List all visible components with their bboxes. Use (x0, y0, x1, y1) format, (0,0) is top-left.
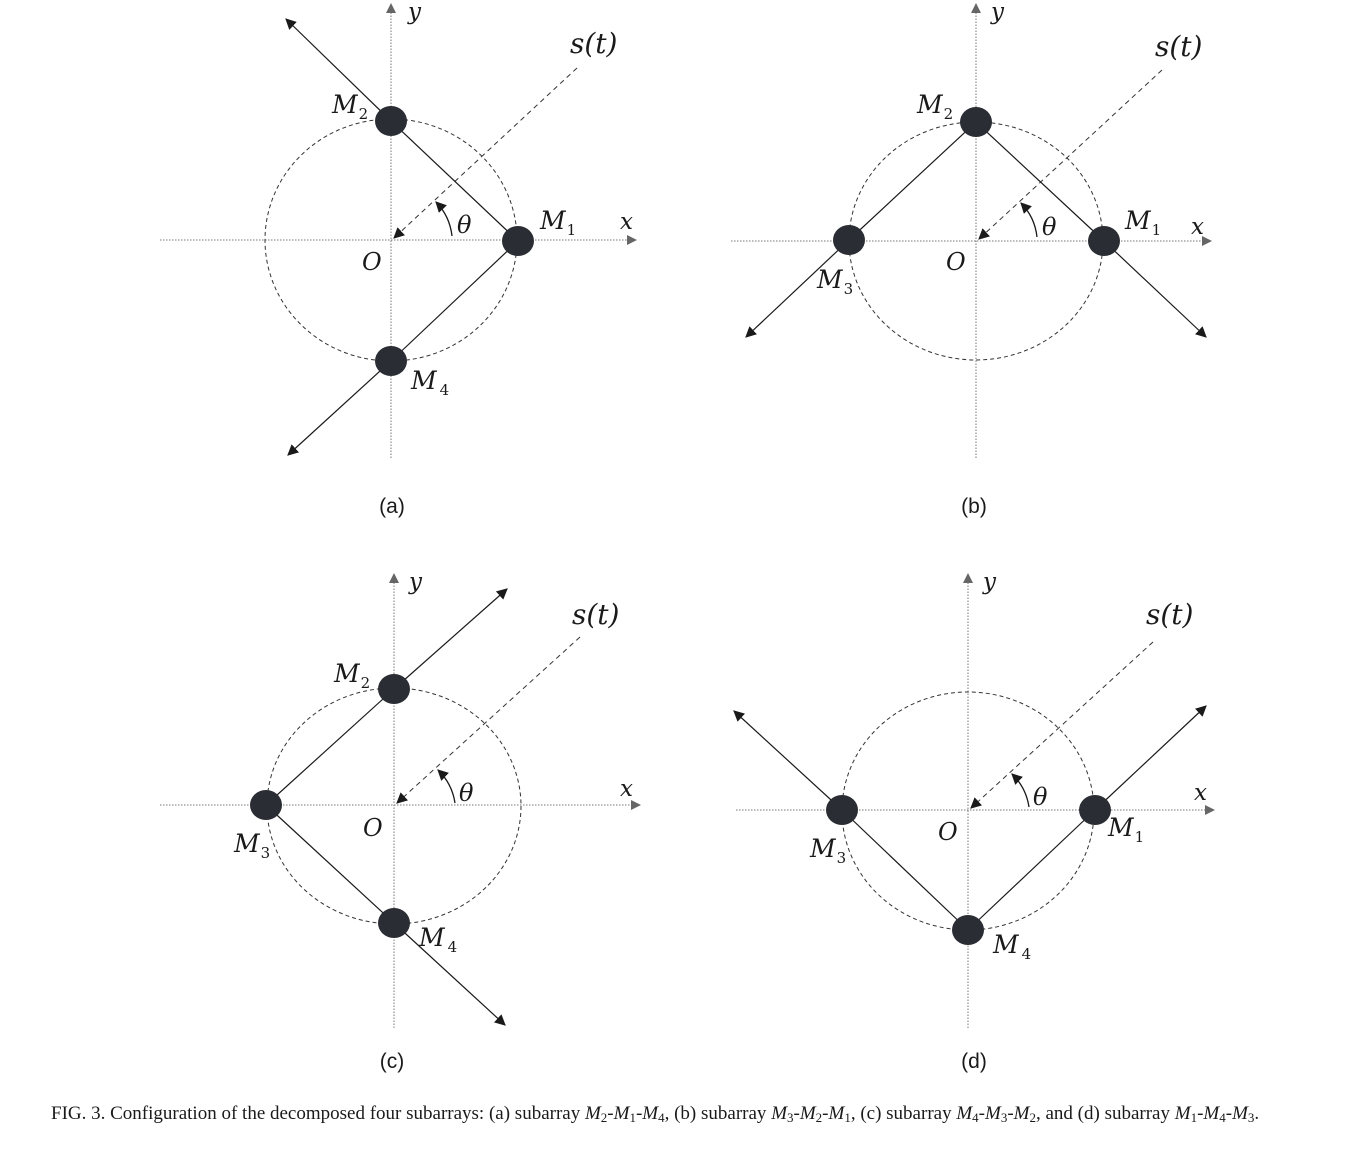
microphone-m3 (826, 795, 858, 825)
microphone-m3 (250, 790, 282, 820)
y-axis-label: y (407, 0, 422, 25)
angle-arc (437, 769, 456, 804)
panel-label: (a) (379, 495, 405, 518)
extension-arrow-m1 (1103, 240, 1207, 338)
baseline-m1-m4 (390, 240, 519, 362)
angle-label: θ (1042, 213, 1057, 241)
signal-direction (970, 641, 1154, 809)
baseline-m3-m4 (841, 809, 969, 931)
extension-arrow-m2 (393, 588, 508, 690)
angle-arc (1011, 773, 1030, 808)
figure-caption: FIG. 3. Configuration of the decomposed … (51, 1103, 1260, 1125)
x-axis-label: x (620, 209, 633, 235)
mic-label-m2: M2 (333, 659, 370, 692)
baseline-m2-m1 (975, 121, 1105, 242)
panel-label: (c) (380, 1050, 405, 1073)
microphone-m1 (502, 226, 534, 256)
signal-direction (393, 67, 578, 239)
extension-arrow-m4 (393, 922, 506, 1026)
signal-label: s(t) (570, 27, 617, 60)
microphone-m4 (952, 915, 984, 945)
panel-b: M3 M2 M1 s(t) θ O x y (b) (731, 0, 1212, 518)
mic-label-m3: M3 (809, 834, 846, 867)
extension-arrow-m2 (285, 18, 392, 122)
origin-label: O (938, 818, 958, 846)
extension-arrow-m1 (1094, 705, 1207, 811)
extension-arrow-m4 (287, 360, 392, 456)
microphone-m2 (960, 107, 992, 137)
baseline-m3-m2 (265, 688, 395, 806)
mic-label-m3: M3 (233, 829, 270, 862)
panel-label: (b) (961, 495, 987, 518)
y-axis-label: y (990, 0, 1005, 25)
x-axis-label: x (1191, 214, 1204, 240)
signal-label: s(t) (1146, 598, 1193, 631)
y-axis-label: y (982, 569, 997, 595)
origin-label: O (946, 248, 966, 276)
baseline-m4-m1 (967, 809, 1096, 931)
panel-label: (d) (961, 1050, 987, 1073)
extension-arrow-m3 (733, 710, 843, 811)
angle-label: θ (459, 779, 474, 807)
baseline-m2-m1 (390, 120, 519, 242)
angle-arc (435, 201, 453, 237)
signal-direction (978, 69, 1163, 240)
origin-label: O (362, 248, 382, 276)
microphone-m1 (1079, 795, 1111, 825)
microphone-m4 (375, 346, 407, 376)
mic-label-m1: M1 (1124, 206, 1161, 239)
microphone-m2 (378, 674, 410, 704)
baseline-m4-m3 (265, 804, 395, 924)
mic-label-m3: M3 (816, 265, 853, 298)
baseline-m3-m2 (848, 121, 977, 241)
angle-label: θ (457, 211, 472, 239)
origin-label: O (363, 814, 383, 842)
mic-label-m2: M2 (331, 90, 368, 123)
mic-label-m2: M2 (916, 90, 953, 123)
extension-arrow-m3 (745, 239, 850, 338)
microphone-m2 (375, 106, 407, 136)
microphone-m4 (378, 908, 410, 938)
signal-label: s(t) (1155, 30, 1202, 63)
mic-label-m1: M1 (1107, 813, 1144, 846)
angle-label: θ (1033, 783, 1048, 811)
signal-label: s(t) (572, 598, 619, 631)
angle-arc (1020, 202, 1038, 238)
microphone-m3 (833, 225, 865, 255)
x-axis-label: x (620, 776, 633, 802)
mic-label-m1: M1 (539, 206, 576, 239)
y-axis-label: y (408, 569, 423, 595)
microphone-m1 (1088, 226, 1120, 256)
x-axis-label: x (1194, 780, 1207, 806)
